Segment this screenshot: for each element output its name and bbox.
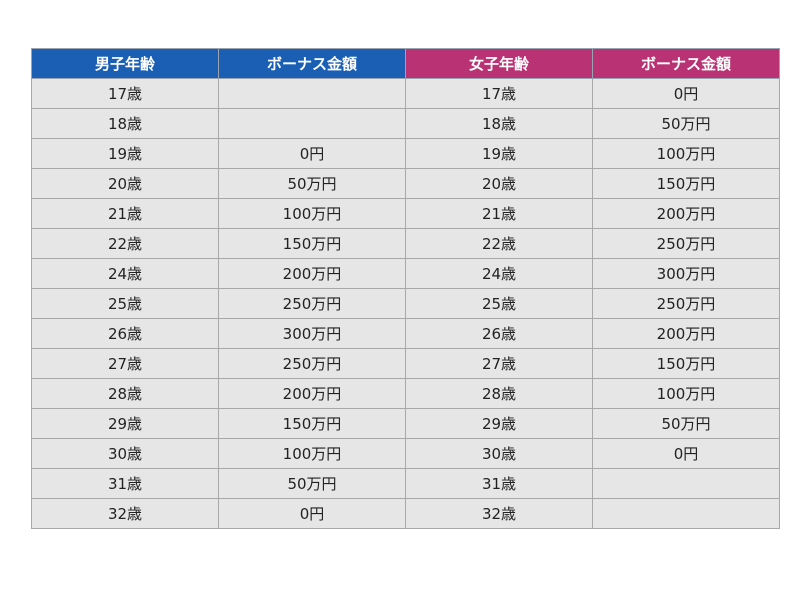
male-bonus-cell: 0円	[218, 498, 406, 529]
female-bonus-cell: 250万円	[592, 288, 780, 319]
table-row: 22歳 150万円 22歳 250万円	[31, 228, 780, 259]
female-bonus-cell: 150万円	[592, 168, 780, 199]
male-bonus-cell: 300万円	[218, 318, 406, 349]
table-row: 27歳 250万円 27歳 150万円	[31, 348, 780, 379]
male-age-cell: 17歳	[31, 78, 219, 109]
female-age-cell: 29歳	[405, 408, 593, 439]
table-row: 32歳 0円 32歳	[31, 498, 780, 529]
female-bonus-cell: 250万円	[592, 228, 780, 259]
male-age-cell: 28歳	[31, 378, 219, 409]
male-bonus-cell: 250万円	[218, 288, 406, 319]
female-age-cell: 32歳	[405, 498, 593, 529]
male-bonus-cell: 250万円	[218, 348, 406, 379]
male-bonus-cell: 100万円	[218, 438, 406, 469]
female-bonus-cell: 200万円	[592, 318, 780, 349]
table-row: 25歳 250万円 25歳 250万円	[31, 288, 780, 319]
table-header: 男子年齢 ボーナス金額 女子年齢 ボーナス金額	[31, 48, 780, 79]
male-bonus-cell: 50万円	[218, 468, 406, 499]
female-age-cell: 21歳	[405, 198, 593, 229]
female-age-cell: 31歳	[405, 468, 593, 499]
female-age-cell: 26歳	[405, 318, 593, 349]
header-male-age: 男子年齢	[31, 48, 219, 79]
male-age-cell: 19歳	[31, 138, 219, 169]
bonus-table-container: 男子年齢 ボーナス金額 女子年齢 ボーナス金額 17歳 17歳 0円 18歳 18歳 50…	[31, 48, 780, 529]
table-row: 19歳 0円 19歳 100万円	[31, 138, 780, 169]
female-age-cell: 27歳	[405, 348, 593, 379]
table-row: 18歳 18歳 50万円	[31, 108, 780, 139]
male-bonus-cell	[218, 78, 406, 109]
male-age-cell: 22歳	[31, 228, 219, 259]
table-row: 21歳 100万円 21歳 200万円	[31, 198, 780, 229]
male-age-cell: 30歳	[31, 438, 219, 469]
header-female-age: 女子年齢	[405, 48, 593, 79]
female-age-cell: 22歳	[405, 228, 593, 259]
male-age-cell: 20歳	[31, 168, 219, 199]
male-bonus-cell: 0円	[218, 138, 406, 169]
male-bonus-cell: 150万円	[218, 228, 406, 259]
female-age-cell: 19歳	[405, 138, 593, 169]
female-age-cell: 25歳	[405, 288, 593, 319]
female-bonus-cell: 0円	[592, 78, 780, 109]
male-age-cell: 21歳	[31, 198, 219, 229]
male-bonus-cell: 100万円	[218, 198, 406, 229]
header-male-bonus: ボーナス金額	[218, 48, 406, 79]
male-bonus-cell: 150万円	[218, 408, 406, 439]
male-age-cell: 18歳	[31, 108, 219, 139]
male-age-cell: 25歳	[31, 288, 219, 319]
female-bonus-cell: 150万円	[592, 348, 780, 379]
male-age-cell: 31歳	[31, 468, 219, 499]
male-age-cell: 26歳	[31, 318, 219, 349]
female-age-cell: 30歳	[405, 438, 593, 469]
male-age-cell: 27歳	[31, 348, 219, 379]
table-row: 26歳 300万円 26歳 200万円	[31, 318, 780, 349]
female-bonus-cell: 50万円	[592, 408, 780, 439]
table-row: 20歳 50万円 20歳 150万円	[31, 168, 780, 199]
female-bonus-cell: 0円	[592, 438, 780, 469]
table-row: 31歳 50万円 31歳	[31, 468, 780, 499]
male-bonus-cell	[218, 108, 406, 139]
female-bonus-cell	[592, 468, 780, 499]
female-bonus-cell: 100万円	[592, 138, 780, 169]
female-age-cell: 18歳	[405, 108, 593, 139]
male-age-cell: 24歳	[31, 258, 219, 289]
male-age-cell: 29歳	[31, 408, 219, 439]
female-bonus-cell: 50万円	[592, 108, 780, 139]
male-bonus-cell: 200万円	[218, 378, 406, 409]
male-bonus-cell: 200万円	[218, 258, 406, 289]
header-female-bonus: ボーナス金額	[592, 48, 780, 79]
header-row: 男子年齢 ボーナス金額 女子年齢 ボーナス金額	[31, 48, 780, 79]
table-row: 28歳 200万円 28歳 100万円	[31, 378, 780, 409]
table-row: 29歳 150万円 29歳 50万円	[31, 408, 780, 439]
female-bonus-cell: 200万円	[592, 198, 780, 229]
bonus-table: 男子年齢 ボーナス金額 女子年齢 ボーナス金額 17歳 17歳 0円 18歳 18歳 50…	[31, 48, 780, 529]
table-row: 30歳 100万円 30歳 0円	[31, 438, 780, 469]
female-bonus-cell	[592, 498, 780, 529]
female-age-cell: 24歳	[405, 258, 593, 289]
female-age-cell: 17歳	[405, 78, 593, 109]
table-row: 24歳 200万円 24歳 300万円	[31, 258, 780, 289]
female-age-cell: 28歳	[405, 378, 593, 409]
female-bonus-cell: 300万円	[592, 258, 780, 289]
table-body: 17歳 17歳 0円 18歳 18歳 50万円 19歳 0円 19歳 100万円 20歳 50万円 20…	[31, 78, 780, 529]
table-row: 17歳 17歳 0円	[31, 78, 780, 109]
male-age-cell: 32歳	[31, 498, 219, 529]
female-age-cell: 20歳	[405, 168, 593, 199]
female-bonus-cell: 100万円	[592, 378, 780, 409]
male-bonus-cell: 50万円	[218, 168, 406, 199]
